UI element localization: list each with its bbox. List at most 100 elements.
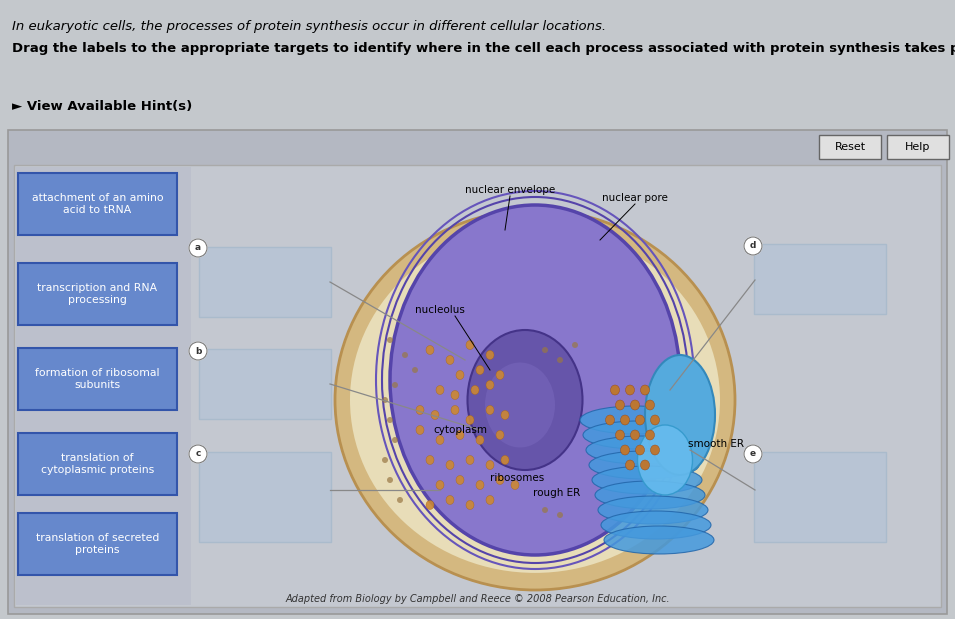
Circle shape: [189, 239, 207, 257]
Ellipse shape: [451, 391, 459, 399]
Ellipse shape: [486, 495, 494, 504]
Ellipse shape: [387, 337, 393, 343]
Text: translation of secreted
proteins: translation of secreted proteins: [36, 533, 159, 555]
Text: Reset: Reset: [835, 142, 865, 152]
Ellipse shape: [616, 430, 625, 440]
Ellipse shape: [392, 437, 398, 443]
Ellipse shape: [446, 355, 454, 365]
FancyBboxPatch shape: [18, 433, 177, 495]
Ellipse shape: [466, 340, 474, 350]
Ellipse shape: [496, 430, 504, 439]
Ellipse shape: [610, 385, 620, 395]
Ellipse shape: [635, 415, 645, 425]
Text: a: a: [195, 243, 202, 253]
Ellipse shape: [583, 421, 693, 449]
Ellipse shape: [466, 415, 474, 425]
Ellipse shape: [466, 456, 474, 464]
Text: Help: Help: [905, 142, 931, 152]
Ellipse shape: [650, 445, 660, 455]
Ellipse shape: [416, 405, 424, 415]
Text: nuclear pore: nuclear pore: [602, 193, 668, 203]
Ellipse shape: [350, 227, 720, 573]
Text: ► View Available Hint(s): ► View Available Hint(s): [12, 100, 192, 113]
Ellipse shape: [589, 451, 699, 479]
Text: Adapted from Biology by Campbell and Reece © 2008 Pearson Education, Inc.: Adapted from Biology by Campbell and Ree…: [286, 594, 669, 604]
Ellipse shape: [557, 357, 563, 363]
Ellipse shape: [335, 210, 735, 590]
Bar: [16, 167, 191, 605]
Ellipse shape: [486, 381, 494, 389]
Ellipse shape: [501, 456, 509, 464]
Ellipse shape: [412, 367, 418, 373]
Ellipse shape: [621, 445, 629, 455]
Ellipse shape: [431, 410, 439, 420]
FancyBboxPatch shape: [754, 452, 886, 542]
Ellipse shape: [646, 430, 654, 440]
Text: smooth ER: smooth ER: [688, 439, 744, 449]
Ellipse shape: [468, 330, 583, 470]
Ellipse shape: [476, 436, 484, 444]
Ellipse shape: [446, 461, 454, 469]
Ellipse shape: [436, 480, 444, 490]
Text: In eukaryotic cells, the processes of protein synthesis occur in different cellu: In eukaryotic cells, the processes of pr…: [12, 20, 606, 33]
Circle shape: [189, 445, 207, 463]
Text: Drag the labels to the appropriate targets to identify where in the cell each pr: Drag the labels to the appropriate targe…: [12, 42, 955, 55]
Text: nuclear envelope: nuclear envelope: [465, 185, 555, 195]
Ellipse shape: [635, 445, 645, 455]
Ellipse shape: [557, 512, 563, 518]
Ellipse shape: [451, 405, 459, 415]
Ellipse shape: [466, 501, 474, 509]
Ellipse shape: [387, 417, 393, 423]
FancyBboxPatch shape: [18, 173, 177, 235]
Ellipse shape: [382, 457, 388, 463]
Ellipse shape: [621, 415, 629, 425]
FancyBboxPatch shape: [18, 348, 177, 410]
Ellipse shape: [456, 430, 464, 439]
Ellipse shape: [402, 352, 408, 358]
Ellipse shape: [604, 526, 714, 554]
FancyBboxPatch shape: [199, 247, 331, 317]
Ellipse shape: [641, 460, 649, 470]
Ellipse shape: [485, 363, 555, 448]
Ellipse shape: [392, 382, 398, 388]
Ellipse shape: [616, 400, 625, 410]
Ellipse shape: [542, 507, 548, 513]
Text: cytoplasm: cytoplasm: [433, 425, 487, 435]
Ellipse shape: [626, 385, 634, 395]
Text: d: d: [750, 241, 756, 251]
Ellipse shape: [595, 481, 705, 509]
Ellipse shape: [511, 480, 519, 490]
Ellipse shape: [496, 371, 504, 379]
Ellipse shape: [580, 406, 690, 434]
Ellipse shape: [601, 511, 711, 539]
Ellipse shape: [501, 410, 509, 420]
FancyBboxPatch shape: [199, 452, 331, 542]
Text: transcription and RNA
processing: transcription and RNA processing: [37, 284, 158, 305]
Ellipse shape: [456, 371, 464, 379]
Ellipse shape: [426, 345, 434, 355]
Circle shape: [189, 342, 207, 360]
FancyBboxPatch shape: [18, 263, 177, 325]
Ellipse shape: [542, 347, 548, 353]
Ellipse shape: [586, 436, 696, 464]
Ellipse shape: [390, 205, 680, 555]
Ellipse shape: [436, 386, 444, 394]
Ellipse shape: [476, 365, 484, 374]
Ellipse shape: [486, 461, 494, 469]
FancyBboxPatch shape: [18, 513, 177, 575]
FancyBboxPatch shape: [819, 135, 881, 159]
FancyBboxPatch shape: [199, 349, 331, 419]
Text: formation of ribosomal
subunits: formation of ribosomal subunits: [35, 368, 159, 390]
Ellipse shape: [426, 501, 434, 509]
Ellipse shape: [638, 425, 692, 495]
Bar: [8, 130, 947, 614]
Ellipse shape: [416, 425, 424, 435]
Circle shape: [744, 237, 762, 255]
Ellipse shape: [598, 496, 708, 524]
Ellipse shape: [646, 400, 654, 410]
Ellipse shape: [592, 466, 702, 494]
Ellipse shape: [397, 497, 403, 503]
Ellipse shape: [641, 385, 649, 395]
Text: ribosomes: ribosomes: [490, 473, 544, 483]
Text: rough ER: rough ER: [534, 488, 581, 498]
